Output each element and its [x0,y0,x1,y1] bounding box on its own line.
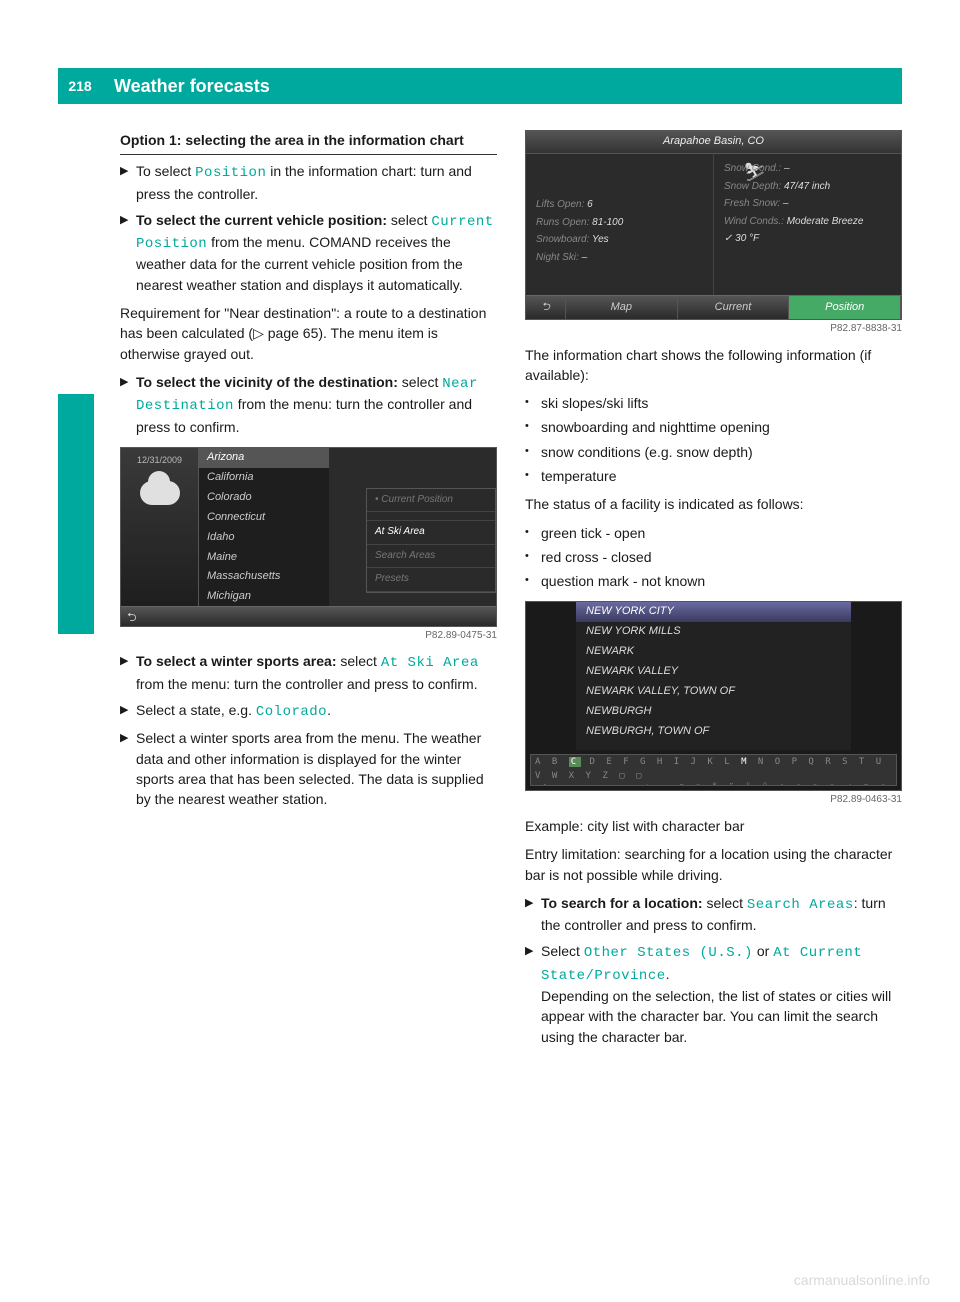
step-item: ▶ To select the current vehicle position… [120,210,497,295]
menu-item [367,512,495,521]
figure-caption: P82.89-0475-31 [120,629,497,644]
cloud-icon [140,481,180,505]
text: Select a state, e.g. [136,702,256,718]
bullet-item: •temperature [525,466,902,486]
back-icon: ⮌ [127,609,137,626]
step-item: ▶ To search for a location: select Searc… [525,893,902,936]
list-item: NEW YORK MILLS [576,622,851,642]
figure-caption: P82.89-0463-31 [525,793,902,808]
step-item: ▶ Select Other States (U.S.) or At Curre… [525,941,902,1046]
text: select [402,374,442,390]
state-list: Arizona California Colorado Connecticut … [199,448,329,606]
tab-position: Position [789,296,901,319]
bullet-item: •snowboarding and nighttime opening [525,417,902,437]
text: select [391,212,431,228]
menu-term: Search Areas [747,897,854,913]
date-label: 12/31/2009 [121,454,198,467]
screenshot-title: Arapahoe Basin, CO [526,131,901,154]
menu-term: At Ski Area [381,655,479,671]
list-item: California [199,468,329,488]
character-bar: A B C D E F G H I J K L M N O P Q R S T … [530,754,897,786]
text: Depending on the selection, the list of … [541,988,891,1045]
paragraph: The information chart shows the followin… [525,345,902,386]
step-item: ▶ Select a state, e.g. Colorado. [120,700,497,722]
step-item: ▶ To select the vicinity of the destinat… [120,372,497,437]
watermark: carmanualsonline.info [794,1272,930,1288]
text: To select [136,163,195,179]
paragraph: Example: city list with character bar [525,816,902,836]
step-marker-icon: ▶ [120,210,136,295]
list-item: NEW YORK CITY [576,602,851,622]
text: select [340,653,380,669]
side-label: SIRIUS Weather [66,494,87,630]
tab-map: Map [566,296,678,319]
list-item: Arizona [199,448,329,468]
step-title: To search for a location: [541,895,706,911]
menu-item: Search Areas [367,545,495,569]
page-title: Weather forecasts [102,76,270,97]
list-item: Connecticut [199,508,329,528]
step-item: ▶ To select Position in the information … [120,161,497,204]
screenshot-state-list: 12/31/2009 Arizona California Colorado C… [120,447,497,627]
bullet-item: •red cross - closed [525,547,902,567]
menu-item: At Ski Area [367,521,495,545]
menu-item: • Current Position [367,489,495,513]
menu-item: Presets [367,568,495,592]
text: from the menu: turn the controller and p… [136,676,478,692]
screenshot-ski-info: Arapahoe Basin, CO ⛷ Lifts Open: 6 Runs … [525,130,902,320]
text: . [327,702,331,718]
step-title: To select a winter sports area: [136,653,340,669]
text: select [706,895,746,911]
step-marker-icon: ▶ [120,651,136,694]
list-item: NEWBURGH [576,702,851,722]
menu-term: Position [195,165,266,181]
section-heading: Option 1: selecting the area in the info… [120,130,497,155]
bullet-item: •green tick - open [525,523,902,543]
content-area: Option 1: selecting the area in the info… [120,130,902,1232]
page-header: 218 Weather forecasts [58,68,902,104]
text: . [666,966,670,982]
list-item: NEWARK VALLEY, TOWN OF [576,682,851,702]
list-item: Michigan [199,587,329,607]
step-marker-icon: ▶ [525,941,541,1046]
bullet-item: •question mark - not known [525,571,902,591]
menu-term: Other States (U.S.) [584,945,753,961]
list-item: NEWBURGH, TOWN OF [576,722,851,742]
screenshot-city-list: NEW YORK CITY NEW YORK MILLS NEWARK NEWA… [525,601,902,791]
bullet-item: •ski slopes/ski lifts [525,393,902,413]
step-marker-icon: ▶ [120,700,136,722]
step-item: ▶ Select a winter sports area from the m… [120,728,497,809]
step-marker-icon: ▶ [120,372,136,437]
back-icon: ⮌ [526,296,566,319]
step-title: To select the vicinity of the destinatio… [136,374,402,390]
step-marker-icon: ▶ [120,161,136,204]
step-title: To select the current vehicle position: [136,212,391,228]
figure-caption: P82.87-8838-31 [525,322,902,337]
paragraph: Entry limitation: searching for a locati… [525,844,902,885]
list-item: NEWARK [576,642,851,662]
step-marker-icon: ▶ [525,893,541,936]
bullet-item: •snow conditions (e.g. snow depth) [525,442,902,462]
text: or [753,943,773,959]
list-item: Massachusetts [199,567,329,587]
list-item: NEWARK VALLEY [576,662,851,682]
list-item: Idaho [199,528,329,548]
list-item: Maine [199,548,329,568]
tab-current: Current [678,296,790,319]
page-number: 218 [58,68,102,104]
step-marker-icon: ▶ [120,728,136,809]
step-item: ▶ To select a winter sports area: select… [120,651,497,694]
list-item: Colorado [199,488,329,508]
paragraph: The status of a facility is indicated as… [525,494,902,514]
popup-menu: • Current Position At Ski Area Search Ar… [366,488,496,593]
paragraph: Requirement for "Near destination": a ro… [120,303,497,364]
menu-term: Colorado [256,704,327,720]
text: Select [541,943,584,959]
